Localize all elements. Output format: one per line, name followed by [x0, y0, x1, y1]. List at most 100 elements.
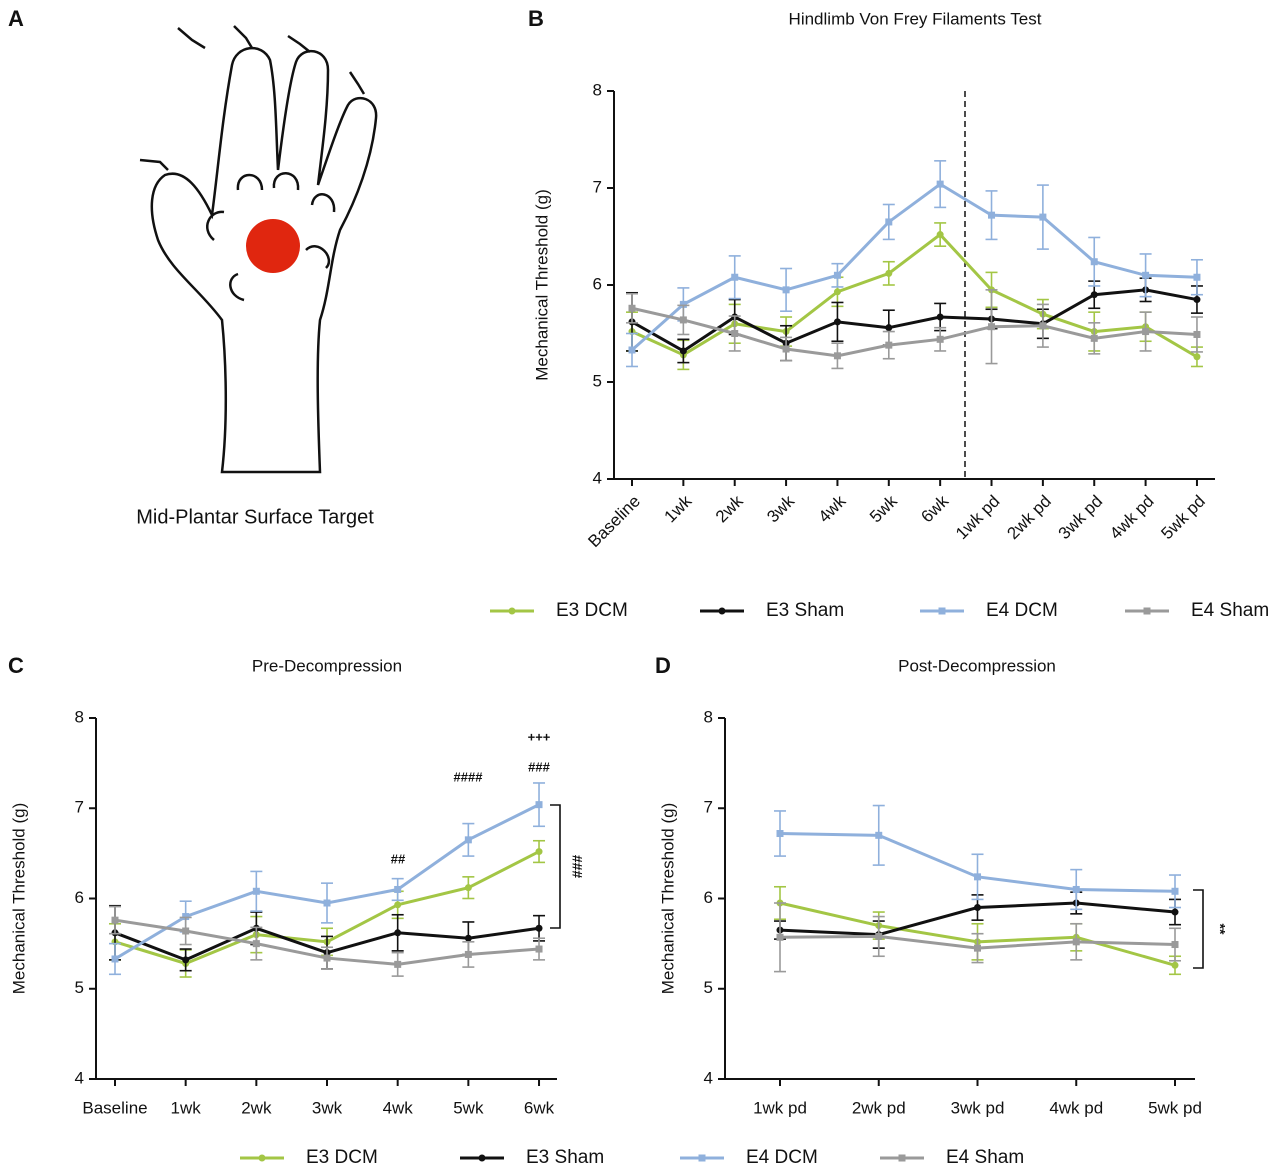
marker [1193, 273, 1201, 281]
marker [1193, 353, 1201, 361]
x-tick-label: 3wk [763, 491, 798, 526]
marker [936, 335, 944, 343]
marker [394, 901, 402, 909]
marker [974, 873, 981, 881]
series-line [631, 182, 1198, 352]
marker [182, 913, 190, 921]
x-tick-label: 1wk pd [753, 1098, 807, 1117]
marker [628, 304, 636, 312]
x-tick-label: 2wk [712, 491, 747, 526]
marker [1171, 908, 1179, 916]
marker [394, 885, 402, 893]
marker [111, 916, 119, 924]
x-tick-label: 5wk [866, 491, 901, 526]
panel-label: C [8, 653, 24, 678]
y-axis-label: Mechanical Threshold (g) [9, 803, 28, 995]
marker [252, 887, 260, 895]
series-line [631, 288, 1198, 353]
x-tick-label: 4wk pd [1049, 1098, 1103, 1117]
y-tick-label: 4 [593, 468, 602, 487]
marker [936, 180, 944, 188]
marker [833, 288, 841, 296]
y-tick-label: 4 [75, 1068, 84, 1087]
x-tick-label: 5wk pd [1157, 492, 1209, 544]
legend-label: E3 DCM [556, 600, 628, 621]
legend-label: E3 DCM [306, 1147, 378, 1168]
y-tick-label: 4 [704, 1068, 713, 1087]
x-tick-label: 6wk [917, 491, 952, 526]
annotation: #### [454, 769, 484, 784]
marker [679, 316, 687, 324]
x-tick-label: 4wk [815, 491, 850, 526]
marker [478, 1154, 486, 1162]
bracket-label: ### [569, 855, 585, 879]
y-tick-label: 8 [704, 707, 713, 726]
bracket [550, 804, 561, 929]
marker [679, 347, 687, 355]
marker [111, 955, 119, 963]
annotation: +++ [528, 729, 551, 744]
y-tick-label: 6 [593, 274, 602, 293]
marker [464, 950, 472, 958]
marker [936, 313, 944, 321]
annotation: ## [391, 851, 406, 866]
y-tick-label: 8 [593, 80, 602, 99]
marker [323, 899, 331, 907]
marker [464, 884, 472, 892]
marker [885, 269, 893, 277]
y-tick-label: 6 [704, 888, 713, 907]
marker [936, 231, 944, 239]
marker [718, 607, 726, 615]
y-tick-label: 5 [593, 371, 602, 390]
marker [182, 927, 190, 935]
marker [323, 954, 331, 962]
x-tick-label: 2wk pd [852, 1098, 906, 1117]
marker [698, 1154, 706, 1162]
marker [1039, 322, 1047, 330]
x-tick-label: 5wk pd [1148, 1098, 1202, 1117]
x-tick-label: Baseline [584, 492, 644, 552]
series-line [631, 306, 1198, 358]
y-tick-label: 6 [75, 888, 84, 907]
marker [535, 945, 543, 953]
marker [833, 318, 841, 326]
x-tick-label: 1wk [661, 491, 696, 526]
marker [776, 933, 784, 941]
x-tick-label: Baseline [82, 1098, 147, 1117]
marker [679, 300, 687, 308]
legend-label: E3 Sham [766, 600, 844, 621]
x-tick-label: 1wk pd [952, 492, 1004, 544]
y-tick-label: 5 [75, 978, 84, 997]
legend-label: E4 DCM [986, 600, 1058, 621]
x-tick-label: 2wk pd [1003, 492, 1055, 544]
y-tick-label: 7 [593, 177, 602, 196]
marker [974, 944, 981, 952]
marker [464, 934, 472, 942]
y-tick-label: 5 [704, 978, 713, 997]
marker [1090, 291, 1098, 299]
marker [182, 956, 190, 964]
marker [885, 218, 893, 226]
x-tick-label: 4wk pd [1106, 492, 1158, 544]
marker [1193, 296, 1201, 304]
bracket-label: ** [1212, 924, 1228, 935]
marker [938, 607, 946, 615]
legend-label: E4 DCM [746, 1147, 818, 1168]
marker [628, 346, 636, 354]
caption: Mid-Plantar Surface Target [136, 506, 374, 528]
marker [1171, 961, 1179, 969]
marker [875, 831, 883, 839]
marker [1090, 258, 1098, 266]
annotation: ### [528, 759, 550, 774]
marker [731, 273, 739, 281]
y-axis-label: Mechanical Threshold (g) [532, 189, 551, 381]
marker [833, 352, 841, 360]
marker [1072, 938, 1080, 946]
marker [731, 330, 739, 337]
legend-label: E3 Sham [526, 1147, 604, 1168]
marker [1193, 330, 1201, 338]
marker [394, 929, 402, 937]
series-line [631, 232, 1198, 359]
x-tick-label: 4wk [383, 1098, 414, 1117]
